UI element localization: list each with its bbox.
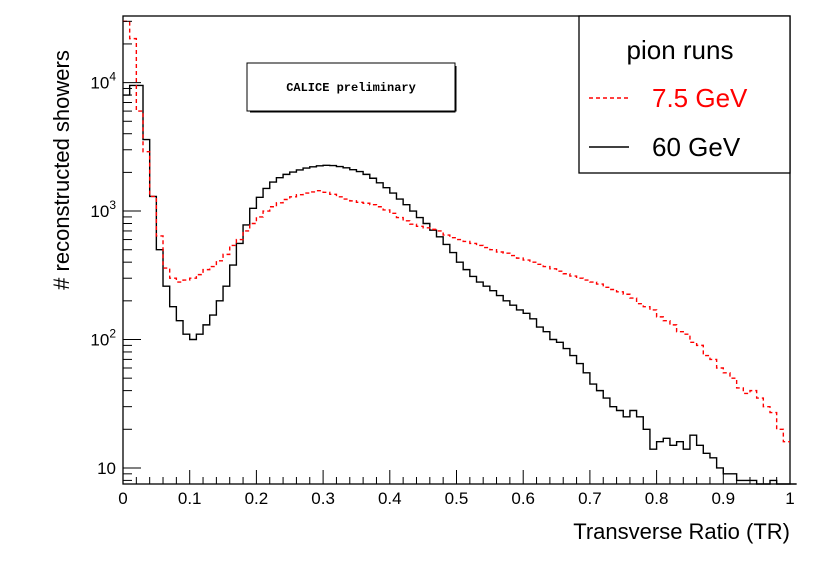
x-tick-label: 0.9 bbox=[711, 489, 735, 508]
annotation-box: CALICE preliminary bbox=[246, 62, 457, 113]
y-tick-label: 104 bbox=[90, 70, 116, 93]
y-tick-label: 10 bbox=[97, 459, 116, 478]
x-tick-label: 0.6 bbox=[511, 489, 535, 508]
series-7.5gev-line bbox=[123, 20, 790, 443]
legend-title: pion runs bbox=[627, 35, 734, 65]
x-axis-label: Transverse Ratio (TR) bbox=[573, 519, 790, 544]
x-tick-label: 0.8 bbox=[645, 489, 669, 508]
x-tick-label: 1 bbox=[785, 489, 794, 508]
x-tick-label: 0.4 bbox=[378, 489, 402, 508]
y-tick-label: 102 bbox=[90, 327, 116, 350]
x-tick-label: 0.3 bbox=[311, 489, 335, 508]
legend: pion runs 7.5 GeV 60 GeV bbox=[578, 15, 791, 174]
legend-label-60gev: 60 GeV bbox=[652, 132, 741, 162]
x-tick-label: 0.1 bbox=[178, 489, 202, 508]
x-tick-label: 0.2 bbox=[245, 489, 269, 508]
y-axis-label: # reconstructed showers bbox=[49, 50, 74, 290]
x-axis-ticks: 0 0.1 0.2 0.3 0.4 0.5 0.6 0.7 0.8 0.9 1 bbox=[118, 470, 795, 508]
x-tick-label: 0 bbox=[118, 489, 127, 508]
legend-label-7.5gev: 7.5 GeV bbox=[652, 83, 748, 113]
x-tick-label: 0.7 bbox=[578, 489, 602, 508]
series-60gev-line bbox=[123, 84, 797, 485]
annotation-text: CALICE preliminary bbox=[286, 81, 416, 95]
y-tick-label: 103 bbox=[90, 198, 116, 221]
x-tick-label: 0.5 bbox=[445, 489, 469, 508]
y-axis-ticks: 10 102 103 104 bbox=[90, 20, 141, 481]
